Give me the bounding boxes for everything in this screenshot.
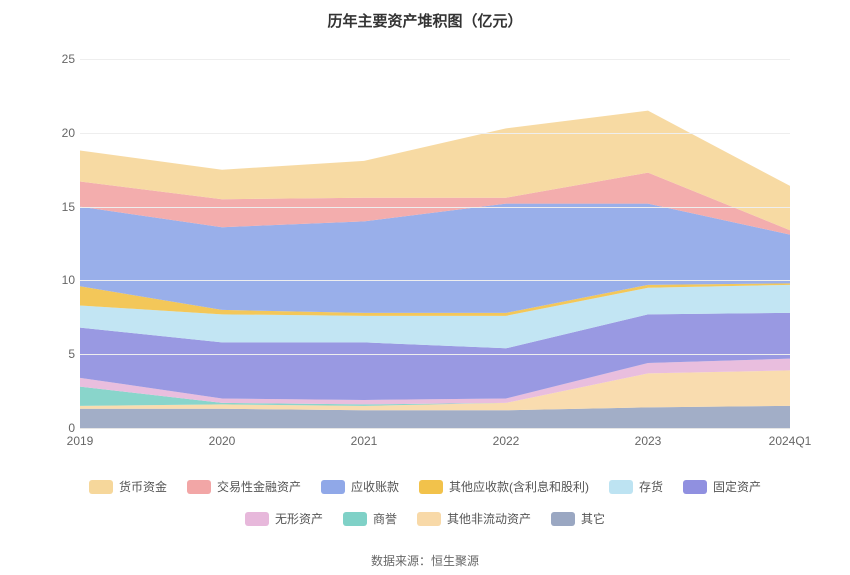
data-source-label: 数据来源：恒生聚源 — [0, 552, 850, 569]
legend-label: 应收账款 — [351, 475, 399, 499]
grid-line — [80, 59, 790, 60]
y-axis-tick: 5 — [45, 347, 75, 361]
legend-label: 交易性金融资产 — [217, 475, 301, 499]
legend-swatch — [245, 512, 269, 526]
grid-line — [80, 354, 790, 355]
x-axis-tick: 2023 — [635, 434, 662, 448]
x-axis-tick: 2019 — [67, 434, 94, 448]
legend-item[interactable]: 交易性金融资产 — [187, 475, 301, 499]
legend-swatch — [187, 480, 211, 494]
chart-title: 历年主要资产堆积图（亿元） — [0, 0, 850, 39]
x-axis-tick: 2024Q1 — [769, 434, 812, 448]
legend-label: 货币资金 — [119, 475, 167, 499]
y-axis-tick: 15 — [45, 200, 75, 214]
grid-line — [80, 133, 790, 134]
legend-label: 存货 — [639, 475, 663, 499]
legend-item[interactable]: 其他非流动资产 — [417, 507, 531, 531]
legend-label: 无形资产 — [275, 507, 323, 531]
stacked-area-svg — [80, 59, 790, 428]
y-axis-tick: 10 — [45, 273, 75, 287]
legend-item[interactable]: 商誉 — [343, 507, 397, 531]
grid-line — [80, 280, 790, 281]
legend-swatch — [419, 480, 443, 494]
legend-swatch — [683, 480, 707, 494]
legend-item[interactable]: 存货 — [609, 475, 663, 499]
chart-container: 历年主要资产堆积图（亿元） 05101520252019202020212022… — [0, 0, 850, 575]
legend-swatch — [321, 480, 345, 494]
legend-item[interactable]: 其它 — [551, 507, 605, 531]
legend-swatch — [609, 480, 633, 494]
x-axis-tick: 2021 — [351, 434, 378, 448]
legend-item[interactable]: 货币资金 — [89, 475, 167, 499]
legend-swatch — [417, 512, 441, 526]
legend-item[interactable]: 其他应收款(含利息和股利) — [419, 475, 589, 499]
legend-item[interactable]: 固定资产 — [683, 475, 761, 499]
legend-label: 固定资产 — [713, 475, 761, 499]
legend-label: 其他非流动资产 — [447, 507, 531, 531]
legend: 货币资金 交易性金融资产 应收账款 其他应收款(含利息和股利) 存货 固定资产无形资产 商誉… — [60, 474, 790, 538]
legend-label: 商誉 — [373, 507, 397, 531]
legend-swatch — [343, 512, 367, 526]
plot-area: 0510152025201920202021202220232024Q1 — [80, 59, 790, 429]
legend-swatch — [551, 512, 575, 526]
y-axis-tick: 20 — [45, 126, 75, 140]
y-axis-tick: 0 — [45, 421, 75, 435]
legend-swatch — [89, 480, 113, 494]
legend-label: 其它 — [581, 507, 605, 531]
legend-label: 其他应收款(含利息和股利) — [449, 475, 589, 499]
legend-item[interactable]: 无形资产 — [245, 507, 323, 531]
x-axis-tick: 2022 — [493, 434, 520, 448]
legend-item[interactable]: 应收账款 — [321, 475, 399, 499]
grid-line — [80, 207, 790, 208]
y-axis-tick: 25 — [45, 52, 75, 66]
x-axis-tick: 2020 — [209, 434, 236, 448]
